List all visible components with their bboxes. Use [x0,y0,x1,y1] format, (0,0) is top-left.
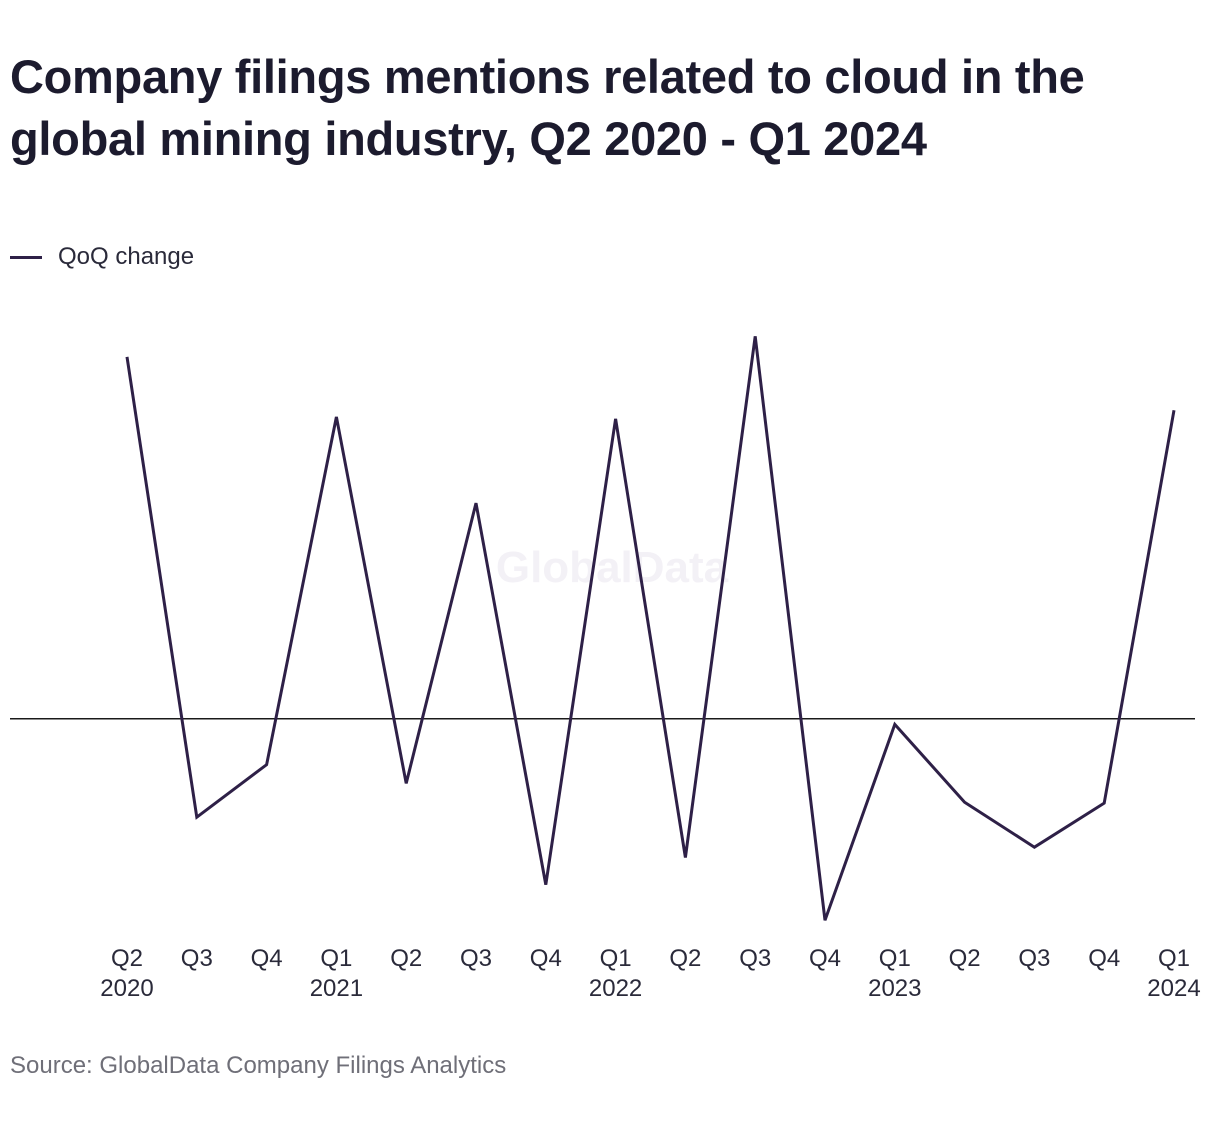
data-point [819,914,831,926]
x-tick-label: Q4 [530,945,562,972]
x-tick-label: Q3 [181,945,213,972]
x-tick-label: Q3 [460,945,492,972]
legend: QoQ change [10,242,194,272]
x-tick-label: Q2 [111,945,143,972]
x-tick-year-label: 2021 [310,975,363,1002]
x-tick-label: Q3 [739,945,771,972]
source-note: Source: GlobalData Company Filings Analy… [10,1052,507,1079]
data-point [191,811,203,823]
x-tick-label: Q1 [1158,945,1190,972]
chart-title: Company filings mentions related to clou… [10,50,1085,165]
x-tick-year-label: 2023 [868,975,921,1002]
x-tick-label: Q1 [879,945,911,972]
series-line-qoq-change [125,336,1176,921]
x-tick-label: Q4 [1088,945,1120,972]
data-point [610,413,622,425]
x-tick-label: Q1 [600,945,632,972]
x-tick-year-label: 2022 [589,975,642,1002]
data-point [470,497,482,509]
x-tick-label: Q2 [669,945,701,972]
data-point [1028,841,1040,853]
legend-label: QoQ change [58,243,195,270]
data-point [261,759,273,771]
x-tick-label: Q4 [809,945,841,972]
data-point [679,852,691,864]
data-point [889,718,901,730]
data-point [121,351,133,363]
data-point [959,796,971,808]
watermark: GlobalData [496,543,729,592]
data-point [330,411,342,423]
x-tick-label: Q1 [320,945,352,972]
legend-swatch [10,255,42,259]
data-point [1098,797,1110,809]
x-tick-label: Q2 [390,945,422,972]
x-tick-year-label: 2020 [100,975,153,1002]
data-point [540,879,552,891]
data-point [400,777,412,789]
x-tick-label: Q2 [949,945,981,972]
data-point [749,330,761,342]
x-tick-label: Q4 [251,945,283,972]
data-point [1168,404,1180,416]
x-tick-year-label: 2024 [1147,975,1200,1002]
x-tick-label: Q3 [1018,945,1050,972]
